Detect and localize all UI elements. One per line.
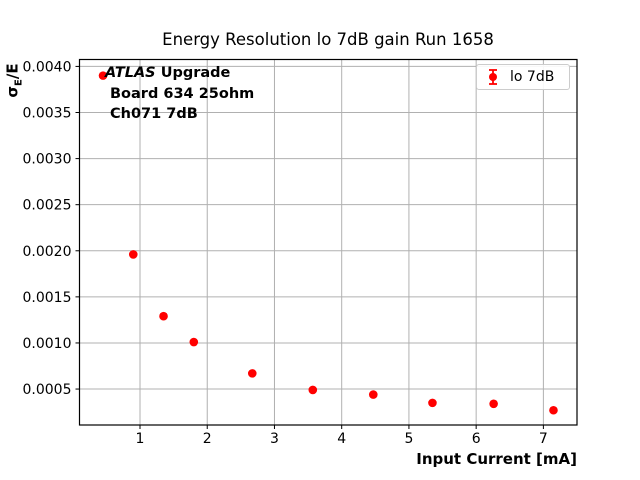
data-point [159, 311, 168, 321]
errorbar-marker-icon [489, 69, 497, 85]
y-tick-label: 0.0040 [23, 59, 72, 75]
x-axis-label: Input Current [mA] [416, 450, 577, 468]
plot-frame [78, 58, 578, 426]
x-tick-label: 6 [472, 431, 481, 447]
y-tick-label: 0.0015 [23, 290, 72, 306]
y-tick-label: 0.0030 [23, 152, 72, 168]
annotation-line-2: Board 634 25ohm [110, 85, 255, 102]
x-tick-label: 2 [203, 431, 212, 447]
y-tick-label: 0.0020 [23, 244, 72, 260]
annotation-atlas: ATLAS [105, 65, 156, 81]
data-point [368, 390, 378, 399]
x-tick-label: 5 [404, 431, 413, 447]
annotation-line-1: ATLAS Upgrade [105, 63, 254, 84]
x-tick-label: 3 [270, 431, 279, 447]
legend: lo 7dB [476, 64, 570, 90]
x-tick-label: 1 [136, 431, 145, 447]
y-tick-label: 0.0025 [23, 198, 72, 214]
y-tick-label: 0.0005 [23, 382, 72, 398]
legend-label: lo 7dB [510, 69, 555, 85]
data-point [189, 337, 199, 347]
data-point [128, 250, 138, 259]
x-tick-label: 7 [539, 431, 548, 447]
y-tick-label: 0.0010 [23, 336, 72, 352]
data-point [428, 398, 437, 408]
chart-title: Energy Resolution lo 7dB gain Run 1658 [162, 30, 494, 49]
plot-annotation: ATLAS Upgrade Board 634 25ohm Ch071 7dB [105, 63, 254, 125]
annotation-line-3: Ch071 7dB [110, 106, 198, 122]
data-point [489, 399, 498, 409]
data-point [98, 71, 108, 80]
y-tick-label: 0.0035 [23, 106, 72, 122]
x-tick-label: 4 [337, 431, 346, 447]
data-point [247, 369, 257, 378]
data-point [308, 385, 318, 395]
annotation-upgrade: Upgrade [155, 65, 231, 81]
data-point [549, 405, 558, 415]
